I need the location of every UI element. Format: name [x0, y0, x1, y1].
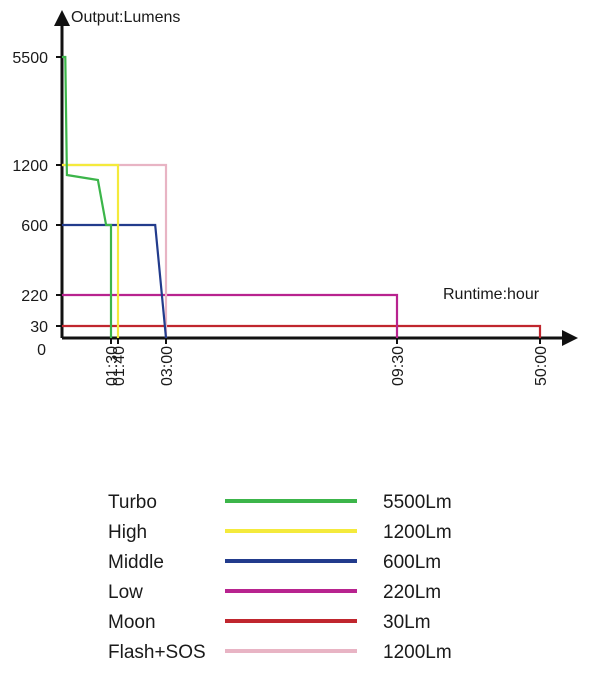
- y-tick-label: 220: [21, 288, 48, 305]
- series-line-moon: [62, 324, 542, 338]
- legend-name-turbo: Turbo: [108, 492, 157, 513]
- y-ticks: 0 30 220 600 1200 5500: [12, 50, 62, 359]
- x-tick-label: 50:00: [533, 346, 550, 386]
- legend-name-moon: Moon: [108, 612, 156, 633]
- y-tick-label: 1200: [12, 158, 48, 175]
- legend-level-high: 1200Lm: [383, 522, 452, 543]
- series-line-turbo: [62, 55, 113, 338]
- series-line-low: [62, 293, 399, 338]
- y-tick-label: 5500: [12, 50, 48, 67]
- y-tick-label: 600: [21, 218, 48, 235]
- y-tick-label: 0: [37, 342, 46, 359]
- legend-level-flash-sos: 1200Lm: [383, 642, 452, 663]
- legend-level-turbo: 5500Lm: [383, 492, 452, 513]
- series-line-flash-sos: [62, 163, 168, 338]
- series-lines: [62, 55, 542, 339]
- x-tick-label: 03:00: [159, 346, 176, 386]
- x-tick-label: 01:40: [111, 346, 128, 386]
- series-line-high: [62, 163, 120, 338]
- x-axis-title: Runtime:hour: [443, 286, 540, 303]
- y-axis-title: Output:Lumens: [71, 9, 180, 26]
- legend-name-flash-sos: Flash+SOS: [108, 642, 206, 663]
- legend-name-middle: Middle: [108, 552, 164, 573]
- x-tick-label: 01:30: [104, 346, 121, 386]
- legend-level-low: 220Lm: [383, 582, 441, 603]
- legend: Turbo 5500Lm High 1200Lm Middle 600Lm Low 220Lm…: [108, 492, 452, 663]
- legend-level-middle: 600Lm: [383, 552, 441, 573]
- y-tick-label: 30: [30, 319, 48, 336]
- legend-name-high: High: [108, 522, 147, 543]
- legend-level-moon: 30Lm: [383, 612, 431, 633]
- x-tick-label: 09:30: [390, 346, 407, 386]
- legend-name-low: Low: [108, 582, 143, 603]
- x-axis-arrow: [562, 330, 578, 346]
- axes: Output:Lumens Runtime:hour: [54, 9, 578, 346]
- series-line-middle: [62, 223, 168, 339]
- y-axis-arrow: [54, 10, 70, 26]
